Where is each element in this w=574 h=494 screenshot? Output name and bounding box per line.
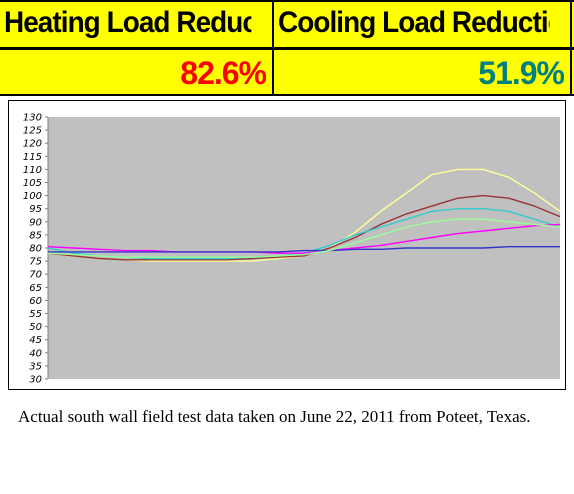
banner-bottom-border [0,94,574,96]
y-tick-label: 110 [23,165,42,176]
heating-load-reduction-value: 82.6% [180,55,266,91]
cooling-load-reduction-value: 51.9% [478,55,564,91]
y-tick-label: 50 [29,322,42,333]
y-tick-label: 120 [23,139,42,150]
y-tick-label: 45 [29,335,42,346]
heating-load-reduction-label: Heating Load Reduction [4,6,251,39]
y-tick-label: 90 [29,217,42,228]
banner-right-border [570,0,572,96]
y-tick-label: 105 [23,178,42,189]
temperature-line-chart: 30 35 40 45 50 55 60 65 70 75 80 85 90 95 100 105 110 115… [23,113,561,386]
y-tick-label: 85 [29,230,42,241]
y-tick-label: 40 [29,348,42,359]
y-tick-label: 35 [29,361,42,372]
y-tick-label: 125 [23,126,42,137]
y-tick-label: 95 [29,204,42,215]
y-tick-label: 70 [29,270,42,281]
banner-top-border [0,0,574,2]
y-tick-label: 115 [23,152,42,163]
series-line-4 [47,223,561,254]
banner-middle-border [0,47,574,50]
series-line-2 [47,194,561,261]
series-line-5 [48,245,560,253]
y-tick-label: 30 [29,375,42,386]
cooling-load-reduction-label: Cooling Load Reduction [278,6,550,39]
y-tick-label: 55 [29,309,42,320]
series-line-6 [47,218,561,258]
y-tick-label: 65 [29,283,42,294]
banner-column-divider [272,0,274,96]
y-tick-label: 130 [23,113,42,124]
y-tick-label: 100 [23,191,42,202]
chart-caption: Actual south wall field test data taken … [18,407,531,426]
y-tick-label: 80 [29,244,42,255]
y-tick-label: 75 [29,257,42,268]
y-tick-label: 60 [29,296,42,307]
